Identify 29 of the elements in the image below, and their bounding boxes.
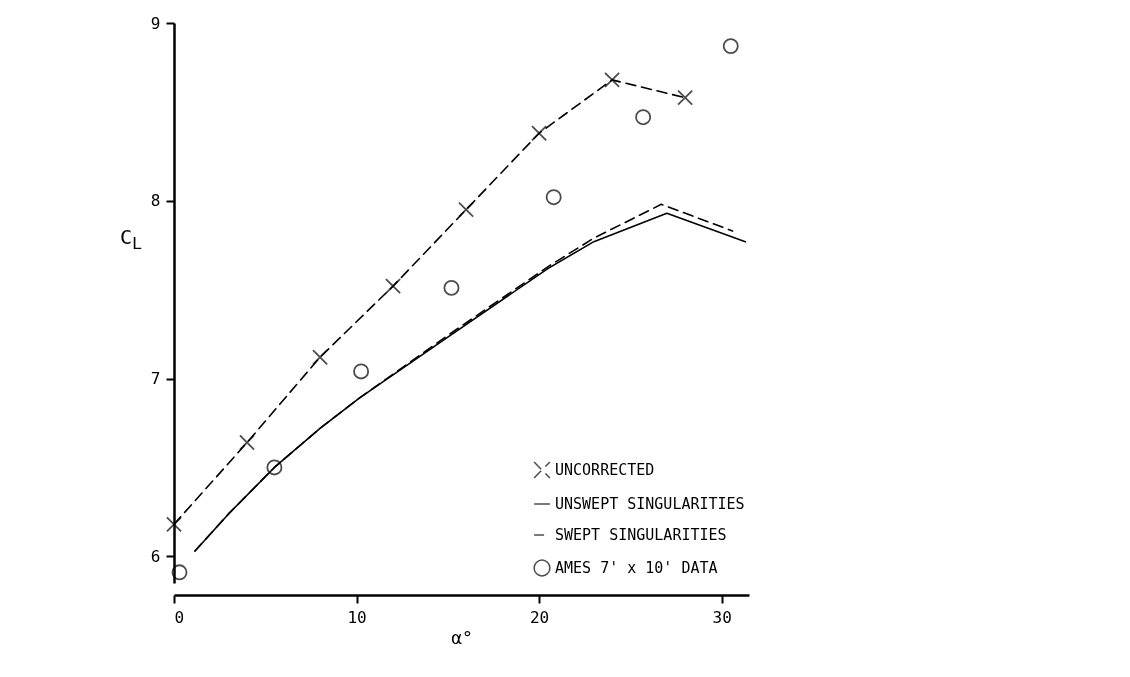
point [266,459,283,476]
y-tick-label: 6 [150,546,161,566]
point [171,564,188,581]
point [353,363,370,380]
point [312,349,328,366]
point [458,201,475,218]
point [635,109,652,126]
x-tick-label: 10 [347,607,367,627]
point [722,38,739,55]
legend-label: UNSWEPT SINGULARITIES [555,495,745,513]
point [545,189,562,206]
point [239,434,255,451]
legend-label: UNCORRECTED [555,461,655,479]
x-tick-label: 30 [712,607,732,627]
y-tick-label: 8 [150,191,161,211]
y-axis-title: C$_{L}$ [120,225,143,253]
point [443,279,460,296]
legend-label: SWEPT SINGULARITIES [555,526,727,544]
y-tick-label: 7 [150,369,161,389]
point [385,278,402,295]
x-tick-label: 0 [174,607,185,627]
x-tick-label: 20 [529,607,550,627]
x-axis-title: α° [451,626,473,648]
legend-label: AMES 7' x 10' DATA [555,559,718,577]
point [531,125,548,142]
y-tick-label: 9 [150,13,161,33]
point [604,71,621,88]
point [677,89,694,106]
point [166,516,182,533]
